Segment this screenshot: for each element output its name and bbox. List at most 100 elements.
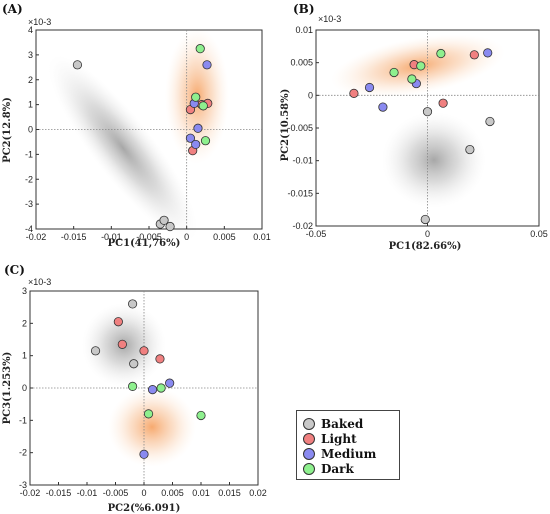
panel-b-point-light: [349, 88, 359, 98]
panel-a-point-medium: [185, 133, 196, 143]
panel-a-x-tick-label: -0.02: [26, 232, 47, 242]
panel-a-point-baked: [72, 60, 83, 70]
panel-a-label: (A): [2, 2, 23, 16]
panel-a-y-tick-label: 1: [28, 100, 33, 110]
panel-c-x-tick-label: 0.005: [161, 488, 184, 498]
panel-b-point-dark: [416, 61, 426, 71]
panel-a: (A) ×10-3 -0.02 -0.015 -0.01 -0.005 0 0.005 0.…: [2, 2, 271, 249]
panel-b-point-light: [469, 50, 479, 60]
panel-b-point-baked: [422, 107, 433, 117]
legend-item-baked: Baked: [303, 416, 393, 431]
panel-c-x-tick-label: -0.02: [20, 488, 41, 498]
panel-c-x-tick-label: 0: [141, 488, 146, 498]
panel-b-multiplier: ×10-3: [318, 14, 341, 24]
panel-c-y-tick-label: -3: [19, 480, 27, 490]
panel-a-x-tick-label: -0.015: [61, 232, 87, 242]
legend-label-medium: Medium: [321, 446, 377, 461]
panel-a-y-tick-label: -3: [25, 199, 33, 209]
panel-b-x-axis-label: PC1(82.66%): [389, 241, 462, 252]
panel-a-multiplier: ×10-3: [28, 17, 51, 27]
legend-swatch-medium: [303, 447, 315, 460]
panel-a-y-tick-label: 2: [28, 75, 33, 85]
panel-b-point-dark: [407, 74, 417, 84]
panel-b-point-dark: [436, 48, 446, 59]
panel-b-y-tick-label: -0.015: [287, 188, 313, 198]
panel-b-y-tick-label: -0.005: [287, 123, 313, 133]
panel-c-label: (C): [4, 263, 25, 277]
legend-swatch-baked: [303, 417, 315, 430]
panel-a-x-axis-label: PC1(41,76%): [108, 238, 181, 249]
panel-b-y-tick-label: 0.01: [295, 25, 313, 35]
panel-c-point-dark: [156, 383, 166, 393]
panel-c-y-tick-label: 3: [22, 286, 27, 296]
panel-a-y-tick-label: -1: [25, 149, 33, 159]
panel-c-point-baked: [129, 359, 139, 369]
panel-c-point-medium: [139, 449, 149, 459]
panel-a-y-tick-label: -4: [25, 224, 33, 234]
panel-b-baked-cluster: [382, 112, 486, 208]
legend-item-medium: Medium: [303, 446, 393, 461]
panel-b-y-tick-label: 0: [308, 90, 313, 100]
panel-c-y-tick-label: 0: [22, 383, 27, 393]
panel-c-point-light: [117, 339, 127, 349]
panel-c-x-tick-label: 0.015: [218, 488, 241, 498]
panel-b-y-tick-label: -0.01: [292, 156, 313, 166]
panel-c-y-tick-label: -1: [19, 415, 27, 425]
panel-c-point-dark: [128, 381, 138, 391]
panel-a-x-tick-label: 0.01: [253, 232, 271, 242]
panel-b-point-baked: [420, 214, 430, 225]
legend-item-light: Light: [303, 431, 393, 446]
legend-label-dark: Dark: [321, 461, 354, 476]
panel-b-label: (B): [293, 2, 315, 16]
panel-c-x-tick-label: 0.01: [192, 488, 210, 498]
panel-c-point-dark: [196, 410, 206, 421]
legend: Baked Light Medium Dark: [296, 410, 400, 480]
panel-b-x-tick-label: 0.05: [530, 229, 548, 239]
panel-b-point-baked: [485, 116, 495, 127]
panel-a-point-baked: [165, 221, 175, 232]
panel-b-y-tick-label: -0.02: [292, 221, 313, 231]
panel-c-multiplier: ×10-3: [28, 277, 51, 287]
panel-c-x-tick-label: -0.01: [77, 488, 98, 498]
panel-a-point-dark: [195, 44, 205, 54]
panel-b-point-dark: [389, 67, 399, 78]
panel-c-y-tick-label: 2: [22, 318, 27, 328]
panel-c-point-baked: [128, 299, 138, 309]
panel-a-y-axis-label: PC2(12.8%): [2, 97, 13, 163]
panel-c-roasted-cluster: [108, 387, 196, 467]
legend-label-light: Light: [321, 431, 357, 446]
panel-a-point-medium: [202, 60, 212, 70]
panel-c-y-tick-label: -2: [19, 448, 27, 458]
panel-a-x-tick-label: 0.005: [213, 232, 236, 242]
panel-c-point-medium: [147, 385, 158, 395]
panel-b-x-tick-label: -0.05: [306, 229, 327, 239]
panel-c-x-axis-label: PC2(%6.091): [108, 503, 181, 514]
panel-a-x-tick-label: -0.005: [136, 232, 162, 242]
panel-c-point-light: [139, 346, 149, 356]
panel-b-y-tick-label: 0.005: [290, 58, 313, 68]
panel-c-point-baked: [90, 346, 101, 356]
panel-c-y-axis-label: PC3(1.253%): [2, 352, 13, 425]
panel-c-x-tick-label: 0.02: [249, 488, 267, 498]
panel-c-point-medium: [165, 378, 175, 388]
panel-b-x-tick-label: 0: [425, 229, 430, 239]
legend-swatch-dark: [303, 462, 315, 475]
panel-a-point-baked: [159, 215, 169, 225]
panel-b-point-medium: [364, 82, 375, 93]
panel-a-y-tick-label: -2: [25, 174, 33, 184]
panel-a-y-tick-label: 4: [28, 25, 33, 35]
panel-c: (C) ×10-3 -0.02 -0.015 -0.01 -0.005 0 0.005 0.…: [2, 263, 267, 514]
panel-b: (B) ×10-3 -0.05 0 0.05 -0.02 -0.015 -0.01 -0.0…: [280, 2, 548, 252]
panel-a-point-dark: [200, 136, 211, 146]
panel-b-point-medium: [483, 48, 493, 58]
panel-a-x-tick-label: -0.01: [101, 232, 122, 242]
panel-b-point-light: [438, 98, 448, 108]
panel-a-y-tick-label: 3: [28, 50, 33, 60]
panel-c-point-light: [155, 354, 165, 364]
panel-c-x-tick-label: -0.005: [103, 488, 129, 498]
panel-a-point-dark: [191, 92, 201, 102]
panel-c-point-light: [113, 317, 123, 327]
panel-c-point-dark: [143, 409, 154, 419]
panel-a-x-tick-label: 0: [184, 232, 189, 242]
